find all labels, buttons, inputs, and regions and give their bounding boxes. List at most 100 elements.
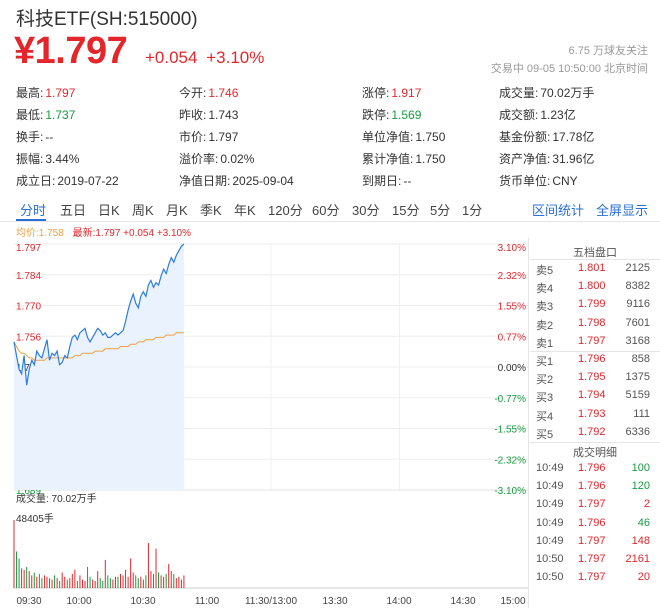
bid-row: 买3 1.794 5159 [530, 387, 660, 405]
y-axis-label: 1.689 [16, 486, 41, 497]
order-volume: 858 [631, 353, 650, 365]
bid-row: 买5 1.792 6336 [530, 424, 660, 442]
order-price: 1.799 [578, 298, 606, 311]
ask-bid-divider [530, 351, 660, 352]
fullscreen-button[interactable]: 全屏显示 [596, 203, 649, 218]
volume-max-label: 48405手 [16, 512, 54, 525]
order-volume: 5159 [625, 389, 650, 402]
trade-price: 1.796 [578, 462, 606, 474]
trade-row: 10:50 1.797 20 [530, 569, 660, 587]
tab-5[interactable]: 季K [200, 203, 222, 218]
trade-time: 10:49 [536, 498, 564, 511]
current-price: ¥1.797 [14, 30, 128, 72]
change-percent: +3.10% [206, 48, 265, 67]
quote-label: 货币单位: [499, 174, 551, 188]
trade-volume: 100 [631, 462, 650, 474]
quote-cell: 资产净值: 31.96亿 [499, 150, 594, 167]
quote-label: 最低: [16, 108, 44, 122]
ask-row: 卖1 1.797 3168 [530, 333, 660, 351]
order-price: 1.795 [578, 371, 606, 384]
trade-row: 10:49 1.797 2 [530, 496, 660, 514]
order-level-label: 买5 [536, 428, 554, 441]
volume-label: 成交量: 70.02万手 [16, 492, 97, 505]
quote-cell: 今开: 1.746 [179, 84, 238, 101]
tab-3[interactable]: 周K [132, 203, 154, 218]
bid-row: 买4 1.793 111 [530, 406, 660, 424]
ask-row: 卖4 1.800 8382 [530, 278, 660, 296]
x-axis-label: 10:00 [66, 596, 91, 607]
x-axis-label: 14:00 [386, 596, 411, 607]
tab-12[interactable]: 1分 [462, 203, 483, 218]
quote-cell: 溢价率: 0.02% [179, 150, 254, 167]
quote-label: 溢价率: [179, 152, 219, 166]
quote-row: 成立日: 2019-07-22 净值日期: 2025-09-04 到期日: -- 货币单位:… [16, 172, 656, 192]
tab-11[interactable]: 5分 [430, 203, 451, 218]
quote-label: 市价: [179, 130, 207, 144]
quote-label: 净值日期: [179, 174, 231, 188]
pct-axis-label: 0.00% [498, 363, 526, 374]
quote-label: 成交额: [499, 108, 539, 122]
quote-value: 2019-07-22 [57, 174, 119, 188]
chart-tabs: 分时 五日 日K 周K 月K 季K 年K 120分 60分 30分 15分 5分 1分 区间统计 全屏显示 [14, 198, 660, 221]
range-stats-button[interactable]: 区间统计 [532, 203, 585, 218]
ask-row: 卖2 1.798 7601 [530, 315, 660, 333]
pct-axis-label: -0.77% [494, 394, 526, 405]
trade-time: 10:50 [536, 571, 564, 584]
quote-value: 1.797 [208, 130, 239, 144]
quote-label: 今开: [179, 86, 207, 100]
trade-price: 1.796 [578, 516, 606, 529]
trade-row: 10:49 1.797 148 [530, 533, 660, 551]
order-volume: 3168 [625, 334, 650, 347]
quote-value: 2025-09-04 [232, 174, 294, 188]
x-axis-label: 15:00 [500, 596, 525, 607]
trade-price: 1.797 [578, 553, 606, 565]
avg-price-line [13, 332, 184, 361]
x-axis-label: 11:30/13:00 [245, 596, 298, 607]
order-level-label: 卖3 [536, 301, 554, 314]
quote-value: 1.797 [45, 86, 76, 100]
tab-6[interactable]: 年K [234, 203, 256, 218]
intraday-chart[interactable]: 1.7971.7841.7701.7561.7431.7301.7161.703… [0, 236, 530, 615]
quote-label: 单位净值: [362, 130, 414, 144]
tab-10[interactable]: 15分 [392, 203, 420, 218]
tab-9[interactable]: 30分 [352, 203, 380, 218]
quote-cell: 基金份额: 17.78亿 [499, 128, 594, 145]
tab-4[interactable]: 月K [166, 203, 188, 218]
x-axis-label: 13:30 [322, 596, 347, 607]
order-volume: 8382 [625, 280, 650, 293]
order-book-title: 五档盘口 [573, 247, 617, 259]
quote-cell: 累计净值: 1.750 [362, 150, 445, 167]
tab-1[interactable]: 五日 [60, 203, 87, 218]
trade-price: 1.797 [578, 534, 606, 547]
trade-row: 10:50 1.797 2161 [530, 551, 660, 569]
quote-cell: 市价: 1.797 [179, 128, 238, 145]
tab-7[interactable]: 120分 [268, 203, 303, 218]
quote-label: 成交量: [499, 86, 539, 100]
quote-label: 成立日: [16, 174, 56, 188]
tab-0[interactable]: 分时 [20, 203, 47, 218]
quote-cell: 振幅: 3.44% [16, 150, 79, 167]
trade-time: 10:50 [536, 553, 564, 565]
quote-cell: 货币单位: CNY [499, 172, 578, 189]
tab-8[interactable]: 60分 [312, 203, 340, 218]
quote-value: -- [403, 174, 412, 188]
pct-axis-label: -1.55% [494, 425, 526, 436]
pct-axis-label: 1.55% [498, 302, 526, 313]
quote-cell: 到期日: -- [362, 172, 411, 189]
quote-cell: 最低: 1.737 [16, 106, 75, 123]
quote-cell: 涨停: 1.917 [362, 84, 421, 101]
change-amount: +0.054 [145, 48, 198, 67]
quote-label: 资产净值: [499, 152, 551, 166]
quote-row: 振幅: 3.44% 溢价率: 0.02% 累计净值: 1.750 资产净值: 31.96亿 [16, 150, 656, 170]
tab-2[interactable]: 日K [98, 203, 120, 218]
y-axis-label: 1.770 [16, 302, 41, 313]
quote-label: 基金份额: [499, 130, 551, 144]
order-price: 1.798 [578, 316, 606, 329]
pct-axis-label: 0.77% [498, 332, 526, 343]
quote-cell: 跌停: 1.569 [362, 106, 421, 123]
quote-value: 0.02% [220, 152, 255, 166]
quote-cell: 净值日期: 2025-09-04 [179, 172, 294, 189]
quote-cell: 成立日: 2019-07-22 [16, 172, 119, 189]
order-volume: 111 [633, 407, 650, 420]
order-price: 1.793 [578, 407, 606, 420]
